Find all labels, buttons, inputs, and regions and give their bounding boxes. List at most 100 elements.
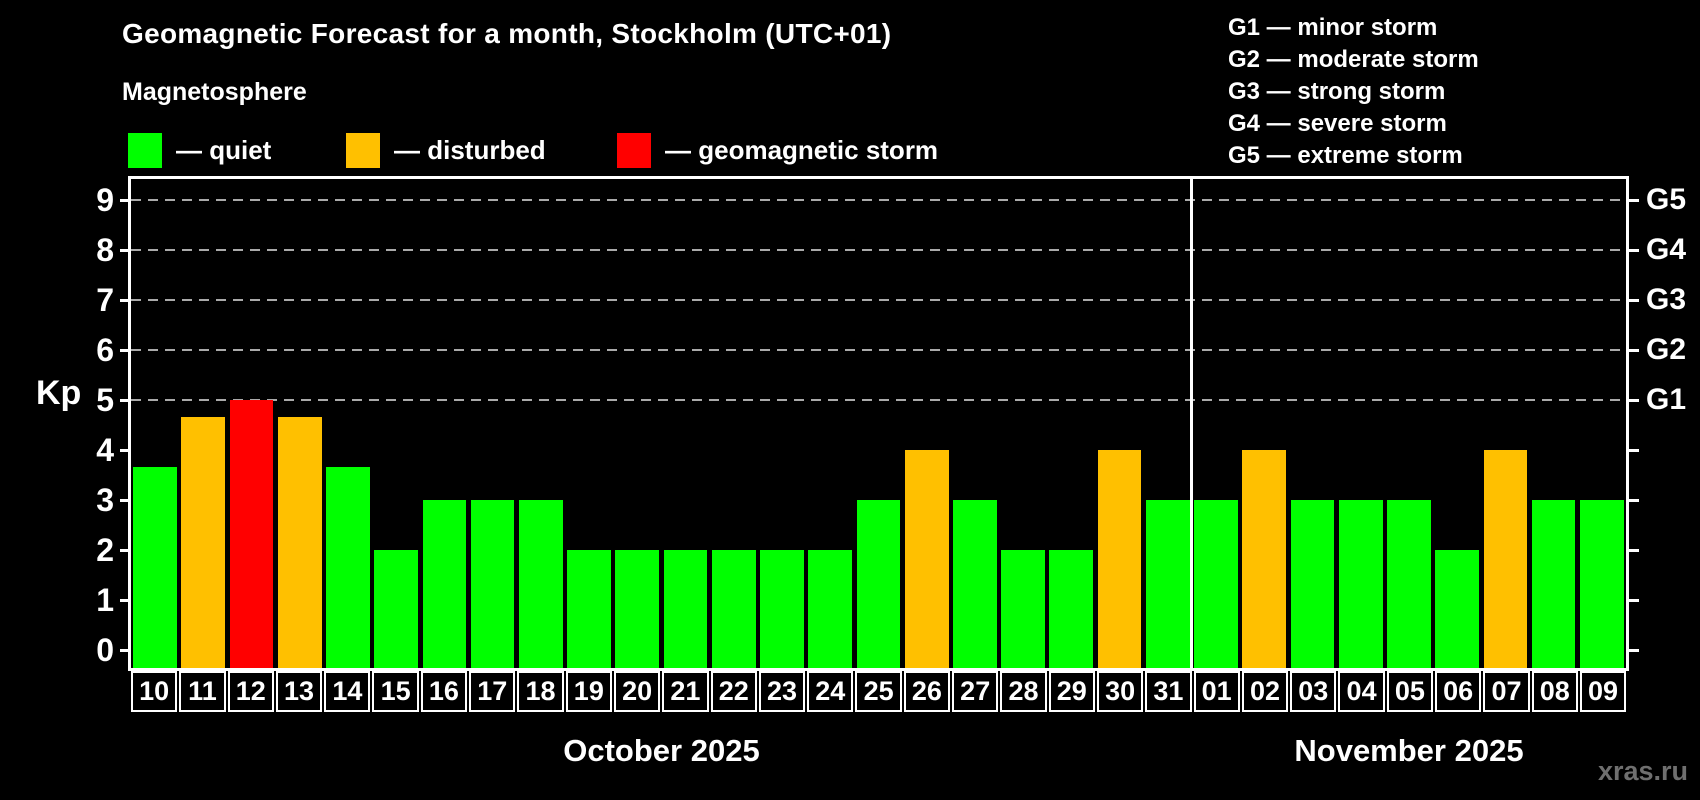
y-tick-label: 3 xyxy=(96,482,114,518)
legend-swatch-quiet xyxy=(128,132,162,168)
y-tick xyxy=(120,448,131,452)
day-label: 27 xyxy=(952,671,999,712)
y-tick xyxy=(120,498,131,502)
y-tick-right xyxy=(1626,548,1639,552)
kp-bar-day-15 xyxy=(374,550,419,668)
kp-bar-day-03 xyxy=(1290,500,1335,668)
g-scale-legend: G1 — minor storm G2 — moderate storm G3 — … xyxy=(1228,12,1479,172)
g-axis-label-g5: G5 xyxy=(1646,183,1687,216)
y-tick xyxy=(120,598,131,602)
y-tick-label: 6 xyxy=(96,332,114,368)
kp-bar-day-18 xyxy=(519,500,563,668)
legend-label: — geomagnetic storm xyxy=(665,134,939,165)
day-label: 28 xyxy=(1000,671,1047,712)
legend-item: — disturbed xyxy=(346,132,546,168)
y-tick xyxy=(120,248,131,252)
day-label: 02 xyxy=(1241,671,1289,712)
y-tick-label: 0 xyxy=(96,632,114,668)
kp-bar-day-12 xyxy=(229,400,274,668)
day-label: 20 xyxy=(613,671,661,712)
day-label: 17 xyxy=(469,671,516,712)
kp-bar-day-19 xyxy=(567,550,611,668)
day-label: 11 xyxy=(179,671,226,712)
day-label: 24 xyxy=(807,671,854,712)
g-legend-line: G3 — strong storm xyxy=(1228,78,1446,105)
kp-bar-day-22 xyxy=(711,550,756,668)
y-tick-right xyxy=(1626,298,1639,302)
kp-bar-day-04 xyxy=(1338,500,1383,668)
y-tick-right xyxy=(1626,198,1639,202)
day-label: 21 xyxy=(662,671,709,712)
day-label: 23 xyxy=(758,671,806,712)
month-divider xyxy=(1190,179,1194,668)
legend-label: — quiet xyxy=(176,134,272,165)
kp-bar-day-10 xyxy=(133,466,177,668)
kp-bar-day-02 xyxy=(1242,450,1287,668)
kp-bar-day-01 xyxy=(1194,500,1238,668)
y-tick-right xyxy=(1626,348,1639,352)
kp-bar-day-11 xyxy=(181,416,226,668)
day-label: 26 xyxy=(903,671,951,712)
g-legend-line: G4 — severe storm xyxy=(1228,110,1447,137)
watermark: xras.ru xyxy=(1597,756,1688,786)
y-tick xyxy=(120,348,131,352)
y-tick-right xyxy=(1626,448,1639,452)
day-label: 08 xyxy=(1531,671,1578,712)
kp-bar-day-08 xyxy=(1531,500,1576,668)
y-tick-label: 4 xyxy=(96,432,114,468)
kp-bar-day-28 xyxy=(1001,550,1045,668)
day-label: 18 xyxy=(517,671,564,712)
kp-axis-label: Kp xyxy=(36,374,82,412)
day-label: 13 xyxy=(275,671,323,712)
kp-bar-day-07 xyxy=(1483,450,1528,668)
y-tick xyxy=(120,298,131,302)
y-tick xyxy=(120,548,131,552)
day-label: 19 xyxy=(565,671,612,712)
day-axis: 10 11 12 13 14 15 16 17 18 19 20 21 22 23 24 25 26 27 28 29… xyxy=(131,671,1627,712)
y-tick-label: 8 xyxy=(96,232,114,268)
day-label: 03 xyxy=(1290,671,1337,712)
day-label: 01 xyxy=(1193,671,1240,712)
month-label: November 2025 xyxy=(1294,733,1524,768)
gridline-kp5 xyxy=(131,399,1626,401)
y-tick-right xyxy=(1626,498,1639,502)
chart-subtitle: Magnetosphere xyxy=(122,78,307,106)
g-axis-label-g2: G2 xyxy=(1646,333,1687,366)
y-tick-label: 7 xyxy=(96,282,114,318)
y-tick-label: 2 xyxy=(96,532,114,568)
kp-bar-day-17 xyxy=(470,500,515,668)
day-label: 22 xyxy=(710,671,757,712)
y-tick-label: 1 xyxy=(96,582,114,618)
y-tick-label: 9 xyxy=(96,182,114,218)
kp-bar-day-14 xyxy=(326,466,370,668)
kp-bar-day-13 xyxy=(277,416,322,668)
kp-bar-day-29 xyxy=(1049,550,1094,668)
day-label: 05 xyxy=(1386,671,1434,712)
day-label: 30 xyxy=(1096,671,1144,712)
kp-bar-day-27 xyxy=(953,500,997,668)
legend-label: — disturbed xyxy=(394,134,546,165)
kp-bar-day-20 xyxy=(615,550,660,668)
day-label: 15 xyxy=(372,671,419,712)
day-label: 07 xyxy=(1483,671,1530,712)
kp-bar-day-26 xyxy=(904,450,949,668)
g-axis-label-g1: G1 xyxy=(1646,383,1687,416)
kp-bar-day-30 xyxy=(1097,450,1142,668)
day-label: 25 xyxy=(855,671,902,712)
g-legend-line: G5 — extreme storm xyxy=(1228,142,1463,169)
y-tick-right xyxy=(1626,598,1639,602)
day-label: 04 xyxy=(1338,671,1385,712)
y-tick-right xyxy=(1626,248,1639,252)
g-legend-line: G2 — moderate storm xyxy=(1228,46,1479,73)
kp-bar-day-05 xyxy=(1387,500,1431,668)
kp-bar-day-31 xyxy=(1145,500,1190,668)
gridline-kp9 xyxy=(131,199,1626,201)
day-label: 16 xyxy=(420,671,468,712)
y-tick xyxy=(120,398,131,402)
g-legend-line: G1 — minor storm xyxy=(1228,14,1438,41)
legend-swatch-storm xyxy=(617,132,651,168)
g-axis-label-g3: G3 xyxy=(1646,283,1687,316)
kp-bar-day-21 xyxy=(663,550,708,668)
day-label: 09 xyxy=(1579,671,1627,712)
y-tick xyxy=(120,648,131,652)
